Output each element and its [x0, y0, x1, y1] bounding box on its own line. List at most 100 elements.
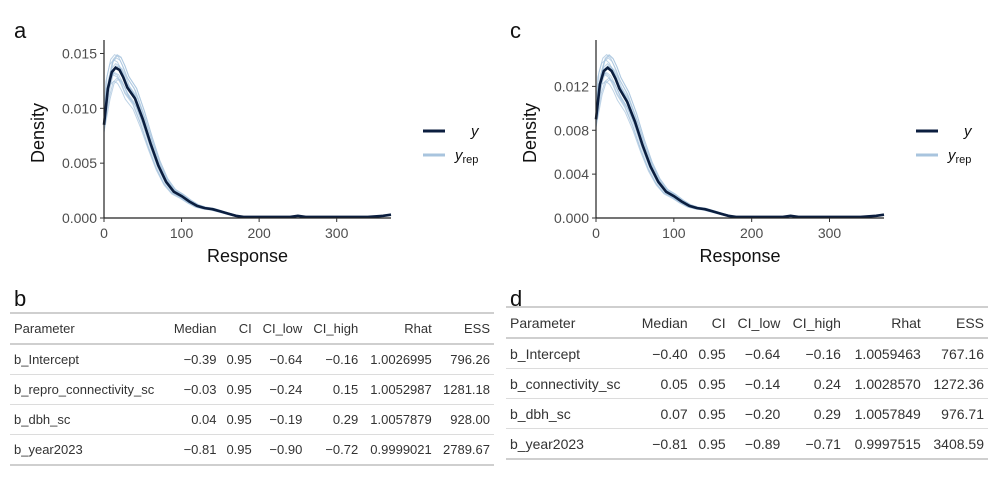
table-cell: 1.0028570 [844, 368, 925, 399]
x-axis-title: Response [699, 246, 780, 266]
column-header: CI_low [255, 312, 307, 345]
legend-label-yrep: yrep [454, 147, 478, 166]
table-cell: −0.64 [255, 344, 307, 375]
table-cell: −0.40 [633, 338, 692, 369]
table-cell: b_dbh_sc [10, 404, 167, 435]
y-tick-label: 0.004 [554, 166, 589, 182]
column-header: Parameter [10, 312, 167, 345]
y-observed-line [102, 66, 392, 219]
table-cell: 0.24 [784, 368, 845, 399]
table-cell: b_Intercept [506, 338, 634, 369]
table-cell: 976.71 [924, 398, 988, 429]
table-cell: −0.90 [255, 434, 307, 466]
legend-label-y: y [470, 123, 480, 140]
table-cell: 0.95 [220, 434, 256, 466]
table-row: b_connectivity_sc 0.05 0.95 −0.14 0.24 1.0028… [506, 368, 988, 399]
table-cell: 0.29 [784, 398, 845, 429]
column-header: ESS [435, 312, 494, 345]
y-axis-title: Density [520, 103, 540, 163]
yrep-line [103, 63, 392, 218]
table-cell: −0.72 [306, 434, 363, 466]
x-tick-label: 100 [170, 225, 194, 241]
table-cell: −0.16 [306, 344, 363, 375]
table-cell: 1.0059463 [844, 338, 925, 369]
table-cell: −0.89 [729, 428, 785, 460]
table-cell: 0.95 [220, 374, 256, 405]
table-row: b_dbh_sc 0.04 0.95 −0.19 0.29 1.0057879 928.00 [10, 404, 494, 435]
table-cell: 0.15 [306, 374, 363, 405]
table-row: b_dbh_sc 0.07 0.95 −0.20 0.29 1.0057849 976.71 [506, 398, 988, 429]
table-cell: −0.19 [255, 404, 307, 435]
table-cell: b_connectivity_sc [506, 368, 634, 399]
yrep-line [103, 78, 392, 218]
y-tick-label: 0.008 [554, 122, 589, 138]
table-cell: b_dbh_sc [506, 398, 634, 429]
column-header: CI_high [306, 312, 363, 345]
table-cell: 0.9999021 [362, 434, 436, 466]
y-tick-label: 0.012 [554, 78, 589, 94]
table-cell: −0.81 [166, 434, 221, 466]
x-tick-label: 200 [247, 225, 271, 241]
y-tick-label: 0.005 [62, 155, 97, 171]
column-header: CI_high [784, 306, 845, 339]
x-tick-label: 0 [592, 225, 600, 241]
table-cell: 0.95 [691, 398, 730, 429]
panel-label-a: a [14, 18, 27, 43]
summary-table-b: Parameter Median CI CI_low CI_high Rhat ESS b_… [10, 312, 494, 466]
table-cell: 0.29 [306, 404, 363, 435]
y-tick-label: 0.000 [554, 210, 589, 226]
column-header: CI [220, 312, 256, 345]
table-row: b_Intercept −0.39 0.95 −0.64 −0.16 1.0026995 7… [10, 344, 494, 375]
table-cell: 767.16 [924, 338, 988, 369]
x-tick-label: 300 [325, 225, 349, 241]
table-row: b_year2023 −0.81 0.95 −0.90 −0.72 0.9999021 27… [10, 434, 494, 466]
yrep-line [103, 80, 390, 218]
legend-subscript: rep [956, 154, 972, 166]
panel-label-d: d [510, 286, 523, 311]
column-header: Parameter [506, 306, 634, 339]
column-header: CI_low [729, 306, 785, 339]
table-cell: 2789.67 [435, 434, 494, 466]
table-cell: 0.95 [691, 428, 730, 460]
panel-label-c: c [510, 18, 521, 43]
table-row: b_year2023 −0.81 0.95 −0.89 −0.71 0.9997515 34… [506, 428, 988, 460]
x-tick-label: 100 [662, 225, 686, 241]
panel-label-b: b [14, 286, 27, 311]
table-row: b_repro_connectivity_sc −0.03 0.95 −0.24 0.1… [10, 374, 494, 405]
legend-subscript: rep [463, 154, 479, 166]
table-cell: 1281.18 [435, 374, 494, 405]
x-tick-label: 200 [740, 225, 764, 241]
x-axis-title: Response [207, 246, 288, 266]
table-cell: −0.14 [729, 368, 785, 399]
table-cell: −0.20 [729, 398, 785, 429]
table-cell: −0.24 [255, 374, 307, 405]
density-chart-c: 0 100 200 300 0.000 0.004 0.008 0.012 Response De… [520, 40, 973, 266]
table-header-row: Parameter Median CI CI_low CI_high Rhat ESS [10, 312, 494, 345]
table-header-row: Parameter Median CI CI_low CI_high Rhat ESS [506, 306, 988, 339]
summary-table-d: Parameter Median CI CI_low CI_high Rhat ESS b_… [506, 306, 988, 460]
column-header: Median [633, 306, 692, 339]
y-tick-label: 0.010 [62, 100, 97, 116]
table-cell: −0.64 [729, 338, 785, 369]
table-cell: 1272.36 [924, 368, 988, 399]
x-tick-label: 0 [100, 225, 108, 241]
table-cell: 0.05 [633, 368, 692, 399]
legend-label-yrep: yrep [947, 147, 971, 166]
legend: y yrep [916, 123, 973, 166]
column-header: CI [691, 306, 730, 339]
legend: y yrep [423, 123, 480, 166]
table-cell: 1.0026995 [362, 344, 436, 375]
density-chart-a: 0 100 200 300 0.000 0.005 0.010 0.015 Response De… [28, 40, 480, 266]
yrep-line [103, 77, 392, 218]
column-header: Rhat [844, 306, 925, 339]
table-cell: 0.04 [166, 404, 221, 435]
x-tick-label: 300 [818, 225, 842, 241]
table-cell: −0.81 [633, 428, 692, 460]
table-cell: 3408.59 [924, 428, 988, 460]
table-cell: b_year2023 [10, 434, 167, 466]
table-cell: 0.9997515 [844, 428, 925, 460]
y-axis-title: Density [28, 103, 48, 163]
table-cell: b_year2023 [506, 428, 634, 460]
legend-label-y: y [963, 123, 973, 140]
table-cell: 928.00 [435, 404, 494, 435]
